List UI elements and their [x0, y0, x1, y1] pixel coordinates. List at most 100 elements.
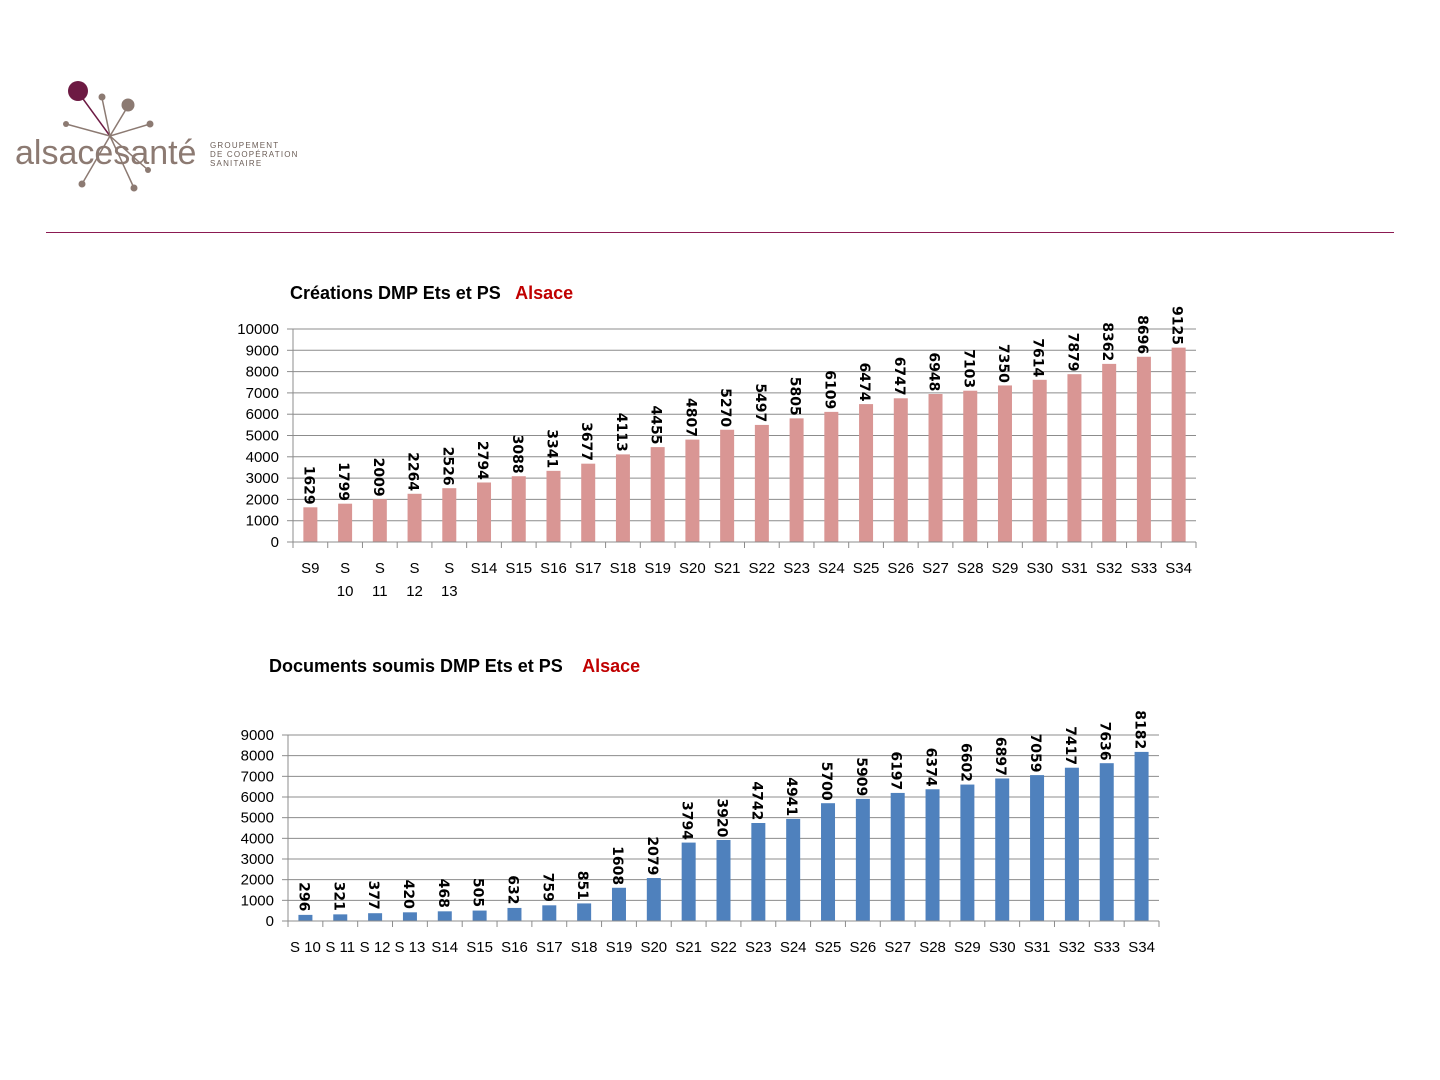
chart1-bar: [338, 503, 353, 542]
chart2-category-label: S17: [536, 939, 563, 956]
chart1-category-label: S34: [1165, 560, 1192, 577]
chart2-data-label: 851: [574, 871, 590, 900]
chart2-category-label: S21: [675, 939, 702, 956]
chart1-bar: [581, 463, 596, 542]
chart2-bar: [821, 803, 836, 921]
chart1-bar: [928, 394, 943, 542]
logo-brand-part2: santé: [113, 134, 196, 172]
chart1-bar: [442, 488, 457, 542]
chart2-y-tick-label: 6000: [241, 789, 274, 806]
chart2-bar: [995, 778, 1010, 921]
chart2-data-label: 7636: [1097, 722, 1113, 761]
alsace-sante-logo: alsacesanté GROUPEMENT DE COOPÉRATION SA…: [15, 81, 299, 192]
chart1-data-label: 4455: [648, 406, 664, 445]
chart1-data-label: 4113: [613, 413, 629, 452]
chart1-data-label: 7879: [1064, 333, 1080, 372]
chart1-category-label: S33: [1131, 560, 1158, 577]
chart1-data-label: 2009: [370, 458, 386, 497]
chart2-bar: [1030, 775, 1045, 921]
chart2-data-label: 420: [400, 880, 416, 909]
chart1-bar: [303, 507, 318, 542]
chart2-category-label: S32: [1059, 939, 1086, 956]
chart2-category-label: S25: [815, 939, 842, 956]
chart1-category-label: S22: [749, 560, 776, 577]
chart1-category-label: S30: [1026, 560, 1053, 577]
chart2-bar: [751, 822, 766, 921]
chart1-bar: [824, 411, 839, 542]
chart2-category-label: S 13: [395, 939, 426, 956]
chart1-data-label: 9125: [1169, 306, 1185, 345]
chart1-category-label: S26: [887, 560, 914, 577]
chart1-data-label: 2526: [439, 447, 455, 486]
chart1-category-label: S25: [853, 560, 880, 577]
chart1-bar: [1032, 379, 1047, 542]
chart2-data-label: 377: [365, 881, 381, 910]
chart2-data-label: 759: [539, 873, 555, 902]
chart1-title: Créations DMP Ets et PS Alsace: [290, 283, 573, 304]
chart2-bar: [333, 914, 348, 921]
chart1-bar: [893, 398, 908, 542]
chart1-data-label: 6474: [856, 363, 872, 402]
chart2-y-tick-label: 2000: [241, 872, 274, 889]
chart2-data-label: 6897: [992, 737, 1008, 776]
chart2-category-label: S14: [431, 939, 458, 956]
chart1-category-label: S17: [575, 560, 602, 577]
chart1-title-text: Créations DMP Ets et PS: [290, 283, 501, 303]
chart2-data-label: 3920: [714, 798, 730, 837]
chart2-bar: [507, 907, 522, 921]
chart1-data-label: 6948: [926, 352, 942, 391]
chart2-bar: [960, 784, 975, 921]
chart1-y-tick-label: 4000: [246, 449, 279, 466]
chart1-category-label: S27: [922, 560, 949, 577]
chart1-category-label: S31: [1061, 560, 1088, 577]
header-divider: [46, 232, 1394, 233]
chart2-category-label: S 10: [290, 939, 321, 956]
chart1-data-label: 6109: [821, 370, 837, 409]
chart1-category-label: S 10: [337, 560, 354, 600]
chart2-bar: [1134, 751, 1149, 921]
chart1-category-label: S20: [679, 560, 706, 577]
chart1-data-label: 1799: [335, 462, 351, 501]
chart2-y-tick-label: 7000: [241, 768, 274, 785]
chart1-data-label: 5805: [787, 377, 803, 416]
chart2-category-label: S23: [745, 939, 772, 956]
chart2-data-label: 3794: [679, 801, 695, 840]
chart1-category-label: S15: [505, 560, 532, 577]
chart2-bar: [1099, 763, 1114, 921]
chart2-bar: [437, 911, 452, 921]
logo-tagline-2: DE COOPÉRATION: [210, 150, 299, 159]
chart2-title: Documents soumis DMP Ets et PS Alsace: [269, 656, 640, 677]
chart2-data-label: 2079: [644, 836, 660, 875]
chart1-title-accent: Alsace: [515, 283, 574, 303]
svg-text:alsacesanté: alsacesanté: [15, 134, 196, 172]
chart2-data-label: 4941: [783, 777, 799, 816]
chart1-category-label: S29: [992, 560, 1019, 577]
chart2-category-label: S27: [884, 939, 911, 956]
logo-tagline-3: SANITAIRE: [210, 159, 262, 168]
chart1-data-label: 8696: [1134, 315, 1150, 354]
chart1-bar: [754, 424, 769, 542]
chart1-category-label: S 13: [441, 560, 458, 600]
chart2-category-label: S18: [571, 939, 598, 956]
chart1-category-label: S23: [783, 560, 810, 577]
chart1-data-label: 3088: [509, 435, 525, 474]
chart1-data-label: 7350: [995, 344, 1011, 383]
chart1-y-tick-label: 7000: [246, 385, 279, 402]
chart1-y-tick-label: 10000: [237, 321, 279, 338]
chart2-bar: [298, 914, 313, 921]
chart1-bar: [1171, 347, 1186, 542]
chart2-bar: [681, 842, 696, 921]
chart2-data-label: 296: [295, 882, 311, 911]
chart2-plot: 0 1000 2000 3000 4000 5000 6000 7000 8000 9000 296…: [241, 710, 1160, 956]
chart2-y-tick-label: 3000: [241, 851, 274, 868]
chart2-data-label: 1608: [609, 846, 625, 885]
chart1-y-tick-label: 6000: [246, 406, 279, 423]
chart2-data-label: 632: [504, 875, 520, 904]
chart2-data-label: 4742: [748, 781, 764, 820]
chart1-bar: [546, 470, 561, 542]
chart1-category-label: S18: [610, 560, 637, 577]
chart2-category-label: S24: [780, 939, 807, 956]
chart2-data-label: 7059: [1027, 734, 1043, 773]
